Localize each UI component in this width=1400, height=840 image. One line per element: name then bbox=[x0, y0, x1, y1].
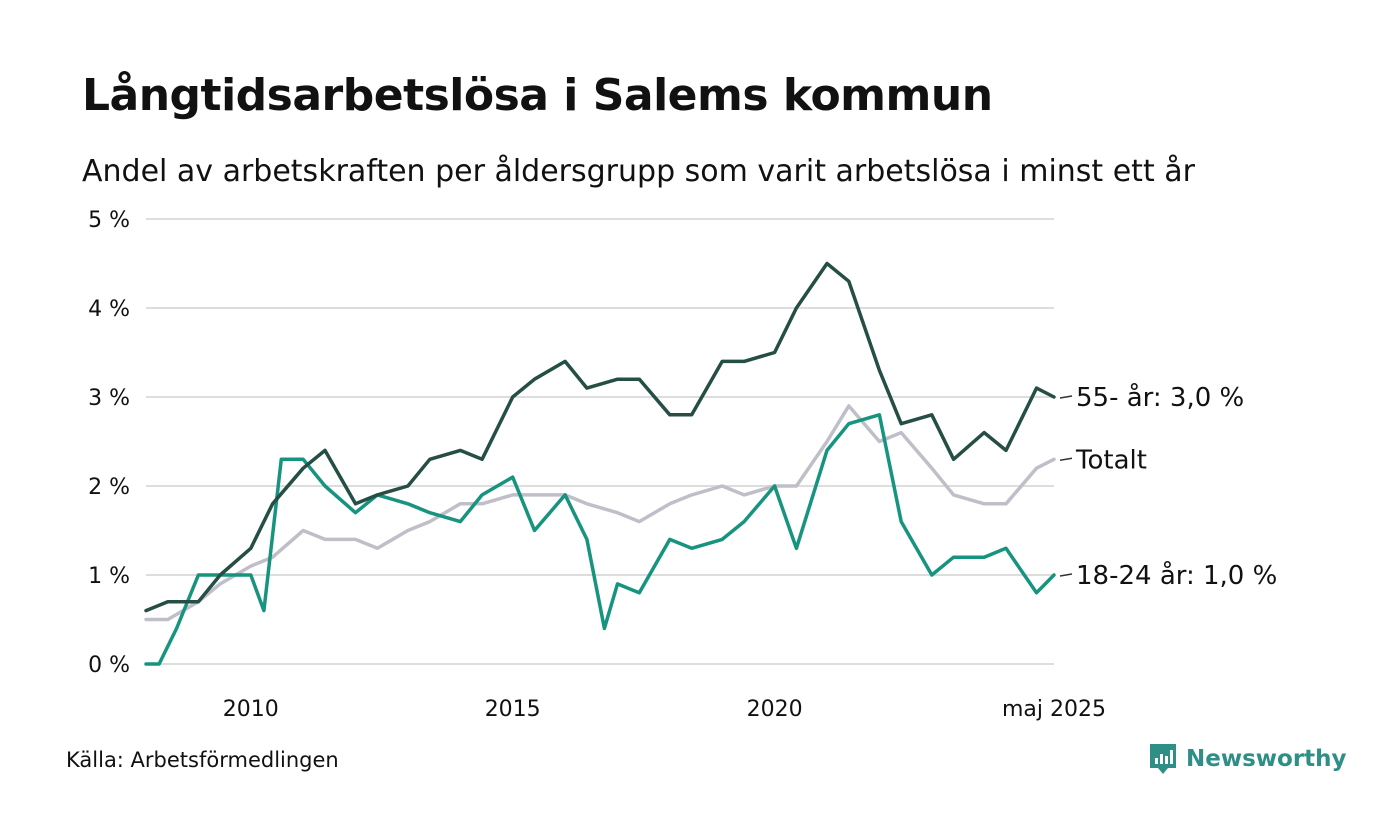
brand-logo: Newsworthy bbox=[1148, 742, 1347, 776]
x-tick-label: maj 2025 bbox=[1002, 697, 1106, 722]
x-tick-label: 2010 bbox=[223, 697, 279, 722]
series-line bbox=[144, 413, 1056, 666]
end-label-tick bbox=[1059, 395, 1073, 399]
end-label-tick bbox=[1059, 573, 1073, 577]
y-tick-label: 5 % bbox=[88, 208, 130, 233]
y-tick-label: 3 % bbox=[88, 386, 130, 411]
chart-title: Långtidsarbetslösa i Salems kommun bbox=[82, 70, 993, 121]
end-label-tick bbox=[1059, 457, 1073, 462]
source-note: Källa: Arbetsförmedlingen bbox=[66, 748, 339, 772]
x-tick-label: 2020 bbox=[747, 697, 803, 722]
y-tick-label: 0 % bbox=[88, 653, 130, 678]
y-tick-label: 2 % bbox=[88, 475, 130, 500]
series-line bbox=[144, 404, 1056, 622]
series-end-label: 18-24 år: 1,0 % bbox=[1076, 560, 1277, 591]
y-tick-label: 4 % bbox=[88, 297, 130, 322]
x-tick-label: 2015 bbox=[485, 697, 541, 722]
chart-subtitle: Andel av arbetskraften per åldersgrupp s… bbox=[82, 154, 1195, 189]
y-tick-label: 1 % bbox=[88, 564, 130, 589]
brand-name: Newsworthy bbox=[1186, 746, 1347, 772]
series-end-label: Totalt bbox=[1075, 445, 1147, 475]
newsworthy-logo-icon bbox=[1150, 744, 1176, 774]
series-line bbox=[144, 261, 1056, 613]
series-end-label: 55- år: 3,0 % bbox=[1076, 382, 1244, 413]
